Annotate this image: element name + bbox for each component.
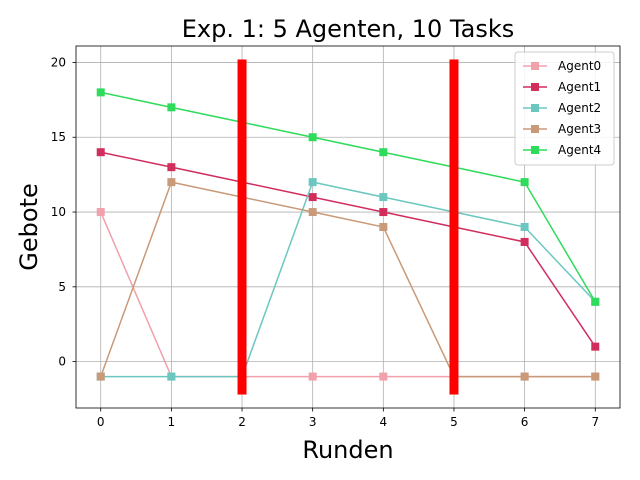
data-point xyxy=(591,342,600,351)
x-tick-label: 3 xyxy=(309,415,317,429)
legend-label: Agent3 xyxy=(558,122,601,136)
round-marker-bar xyxy=(237,59,247,395)
vertical-marker-layer xyxy=(237,59,459,395)
data-point xyxy=(167,163,176,172)
legend: Agent0 Agent1 Agent2 Agent3 Agent4 xyxy=(514,51,615,166)
legend-label: Agent4 xyxy=(558,143,601,157)
x-tick-label: 6 xyxy=(521,415,529,429)
series-line xyxy=(100,211,596,378)
series-agent2 xyxy=(96,178,600,381)
y-tick-label: 5 xyxy=(58,280,66,294)
data-point xyxy=(308,133,317,142)
legend-item: Agent4 xyxy=(523,143,601,157)
x-tick-label: 0 xyxy=(97,415,105,429)
data-point xyxy=(591,372,600,381)
data-point xyxy=(379,372,388,381)
x-tick-label: 1 xyxy=(168,415,176,429)
data-point xyxy=(96,148,105,157)
data-point xyxy=(96,208,105,217)
data-point xyxy=(96,88,105,97)
tick-layer: 0 1 2 3 4 5 6 7 0 5 10 15 20 xyxy=(51,55,599,429)
legend-item: Agent3 xyxy=(523,122,601,136)
legend-marker xyxy=(531,146,539,154)
chart-title: Exp. 1: 5 Agenten, 10 Tasks xyxy=(182,15,514,43)
data-point xyxy=(379,223,388,231)
data-point xyxy=(167,178,176,187)
legend-marker xyxy=(531,104,539,112)
series-line xyxy=(100,91,596,303)
data-point xyxy=(308,208,317,217)
data-point xyxy=(520,223,529,231)
x-tick-label: 7 xyxy=(591,415,599,429)
data-point xyxy=(379,208,388,217)
x-tick-label: 5 xyxy=(450,415,458,429)
y-tick-label: 10 xyxy=(51,205,66,219)
plot-frame xyxy=(75,45,621,409)
data-point xyxy=(520,372,529,381)
data-point xyxy=(591,297,600,306)
data-point xyxy=(379,193,388,202)
round-marker-bar xyxy=(449,59,459,395)
data-point xyxy=(520,178,529,187)
data-point xyxy=(167,103,176,112)
legend-label: Agent0 xyxy=(558,59,601,73)
legend-frame xyxy=(514,51,615,166)
legend-item: Agent2 xyxy=(523,101,601,115)
x-tick-label: 2 xyxy=(238,415,246,429)
x-tick-label: 4 xyxy=(380,415,388,429)
data-point xyxy=(308,372,317,381)
series-line xyxy=(100,181,596,378)
data-point xyxy=(520,237,529,246)
legend-label: Agent1 xyxy=(558,80,601,94)
data-point xyxy=(308,193,317,202)
data-point xyxy=(379,148,388,157)
legend-item: Agent1 xyxy=(523,80,601,94)
legend-marker xyxy=(531,125,539,133)
y-tick-label: 20 xyxy=(51,55,66,69)
series-line xyxy=(100,181,596,378)
series-line xyxy=(100,151,596,348)
y-tick-label: 0 xyxy=(58,355,66,369)
x-axis-label: Runden xyxy=(302,436,393,464)
legend-label: Agent2 xyxy=(558,101,601,115)
series-agent3 xyxy=(96,178,600,381)
data-point xyxy=(167,372,176,381)
data-point xyxy=(308,178,317,187)
data-point xyxy=(96,372,105,381)
legend-item: Agent0 xyxy=(523,59,601,73)
legend-marker xyxy=(531,83,539,91)
y-axis-label: Gebote xyxy=(15,183,43,270)
series-agent0 xyxy=(96,208,600,381)
y-tick-label: 15 xyxy=(51,130,66,144)
legend-marker xyxy=(531,62,539,70)
